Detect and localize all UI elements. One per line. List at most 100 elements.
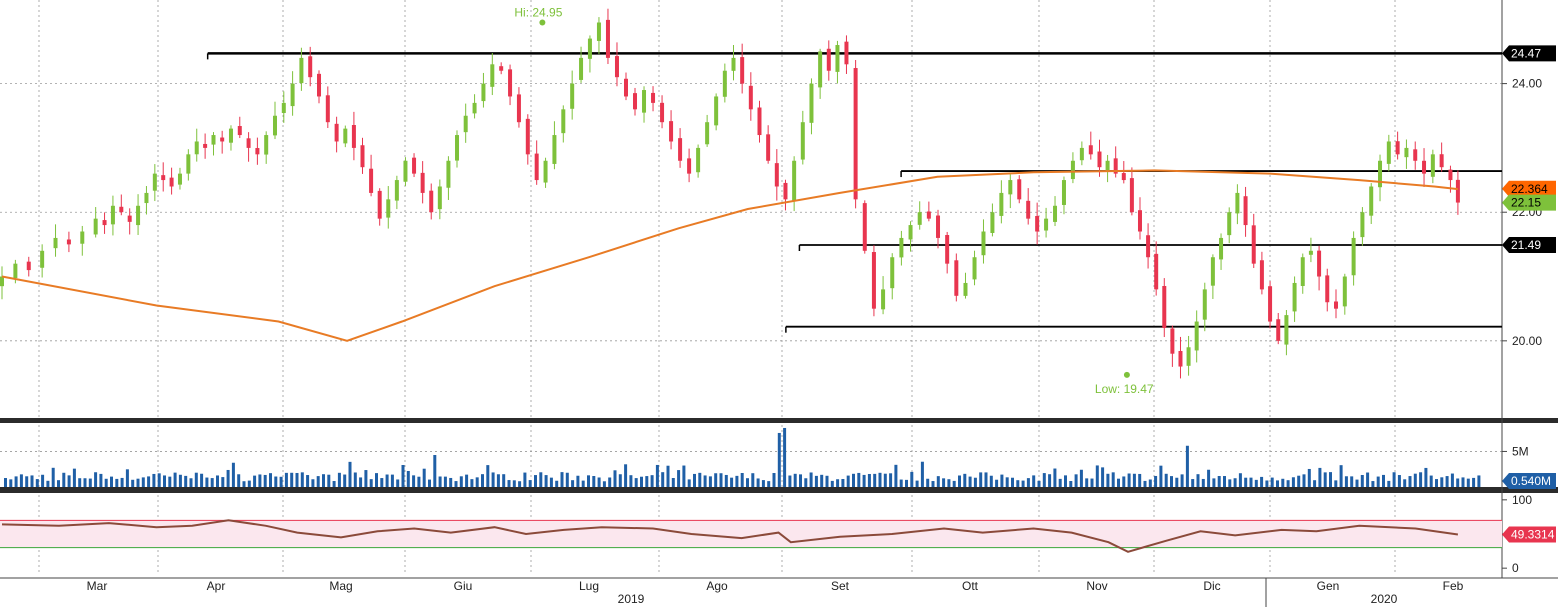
candle-body	[1061, 180, 1066, 205]
volume-bar	[306, 475, 310, 487]
volume-bar	[1101, 467, 1105, 487]
volume-bar	[1371, 481, 1375, 487]
month-label: Apr	[207, 579, 226, 593]
volume-bar	[899, 479, 903, 487]
candle-body	[351, 125, 356, 148]
volume-bar	[666, 465, 670, 487]
volume-bar	[364, 470, 368, 487]
volume-bar	[353, 472, 357, 487]
volume-bar	[337, 472, 341, 487]
volume-bar	[830, 480, 834, 487]
volume-bar	[852, 473, 855, 487]
volume-bar	[1366, 472, 1370, 487]
volume-bar	[719, 473, 723, 487]
volume-bar	[300, 472, 304, 487]
candle-body	[255, 148, 260, 155]
volume-bar	[1069, 481, 1073, 487]
candle-body	[1422, 160, 1427, 174]
candle-body	[136, 205, 141, 226]
volume-bar	[915, 480, 919, 487]
candle-body	[1351, 237, 1356, 276]
candle-body	[246, 138, 251, 148]
candle-body	[1097, 151, 1102, 168]
month-label: Giu	[454, 579, 473, 593]
month-label: Nov	[1086, 579, 1107, 593]
year-label: 2020	[1371, 592, 1398, 606]
volume-tag-label: 0.540M	[1511, 474, 1551, 488]
volume-bar	[147, 476, 151, 487]
volume-bar	[470, 479, 474, 487]
candle-body	[926, 211, 931, 219]
volume-bar	[178, 474, 182, 487]
volume-bar	[1350, 476, 1354, 487]
volume-bar	[576, 475, 580, 487]
volume-bar	[862, 474, 866, 487]
volume-bar	[910, 471, 914, 487]
volume-bar	[751, 473, 755, 487]
volume-bar	[263, 474, 267, 487]
candle-body	[534, 153, 539, 181]
volume-bar	[788, 475, 792, 487]
volume-bar	[544, 475, 548, 487]
candle-body	[1235, 192, 1240, 214]
volume-bar	[1026, 478, 1030, 487]
rsi-tick-label: 0	[1512, 561, 1519, 575]
candle-body	[1210, 257, 1215, 286]
volume-bar	[205, 477, 209, 487]
rsi-line	[1, 519, 1459, 553]
month-label: Set	[831, 579, 850, 593]
volume-bar	[189, 478, 193, 487]
candle-body	[144, 192, 149, 204]
moving-average-line	[1, 169, 1459, 342]
volume-bar	[422, 468, 426, 487]
volume-bar	[475, 477, 479, 487]
candle-body	[237, 126, 242, 136]
y-tick-label: 20.00	[1512, 334, 1542, 348]
candle-body	[1044, 218, 1049, 231]
candle-body	[203, 143, 208, 148]
volume-bar	[19, 474, 23, 487]
volume-bar	[433, 455, 437, 487]
volume-bar	[1191, 479, 1195, 487]
volume-bar	[1397, 475, 1401, 487]
candle-body	[963, 282, 968, 296]
candle-body	[714, 96, 719, 126]
candle-body	[800, 122, 805, 160]
candle-body	[748, 85, 753, 110]
volume-bar	[1196, 474, 1200, 487]
volume-bar	[1164, 473, 1168, 487]
volume-bar	[1445, 476, 1449, 487]
volume-bar	[269, 473, 272, 487]
volume-bar	[1318, 467, 1322, 487]
candle-body	[1008, 180, 1013, 195]
candle-body	[1017, 179, 1022, 200]
candle-body	[1404, 147, 1409, 158]
volume-bar	[1005, 477, 1009, 487]
volume-bar	[1281, 478, 1285, 487]
candle-body	[766, 134, 771, 161]
volume-bar	[253, 475, 257, 487]
volume-bar	[1376, 476, 1380, 487]
volume-bar	[1085, 478, 1089, 487]
candle-body	[26, 261, 31, 271]
volume-bar	[867, 473, 871, 487]
candle-body	[169, 177, 174, 187]
candle-body	[463, 115, 468, 133]
volume-bar	[1334, 480, 1338, 487]
candle-body	[1308, 250, 1313, 255]
volume-bar	[655, 464, 659, 487]
month-label: Mag	[329, 579, 352, 593]
volume-bar	[131, 479, 135, 487]
candle-body	[334, 123, 339, 142]
candle-body	[543, 160, 548, 183]
candle-body	[1154, 253, 1159, 290]
volume-bar	[597, 477, 601, 487]
volume-bar	[889, 473, 893, 487]
extreme-marker	[539, 19, 546, 26]
volume-bar	[396, 479, 400, 487]
panel-divider	[0, 487, 1558, 493]
candle-body	[945, 235, 950, 264]
volume-bar	[1106, 473, 1110, 487]
